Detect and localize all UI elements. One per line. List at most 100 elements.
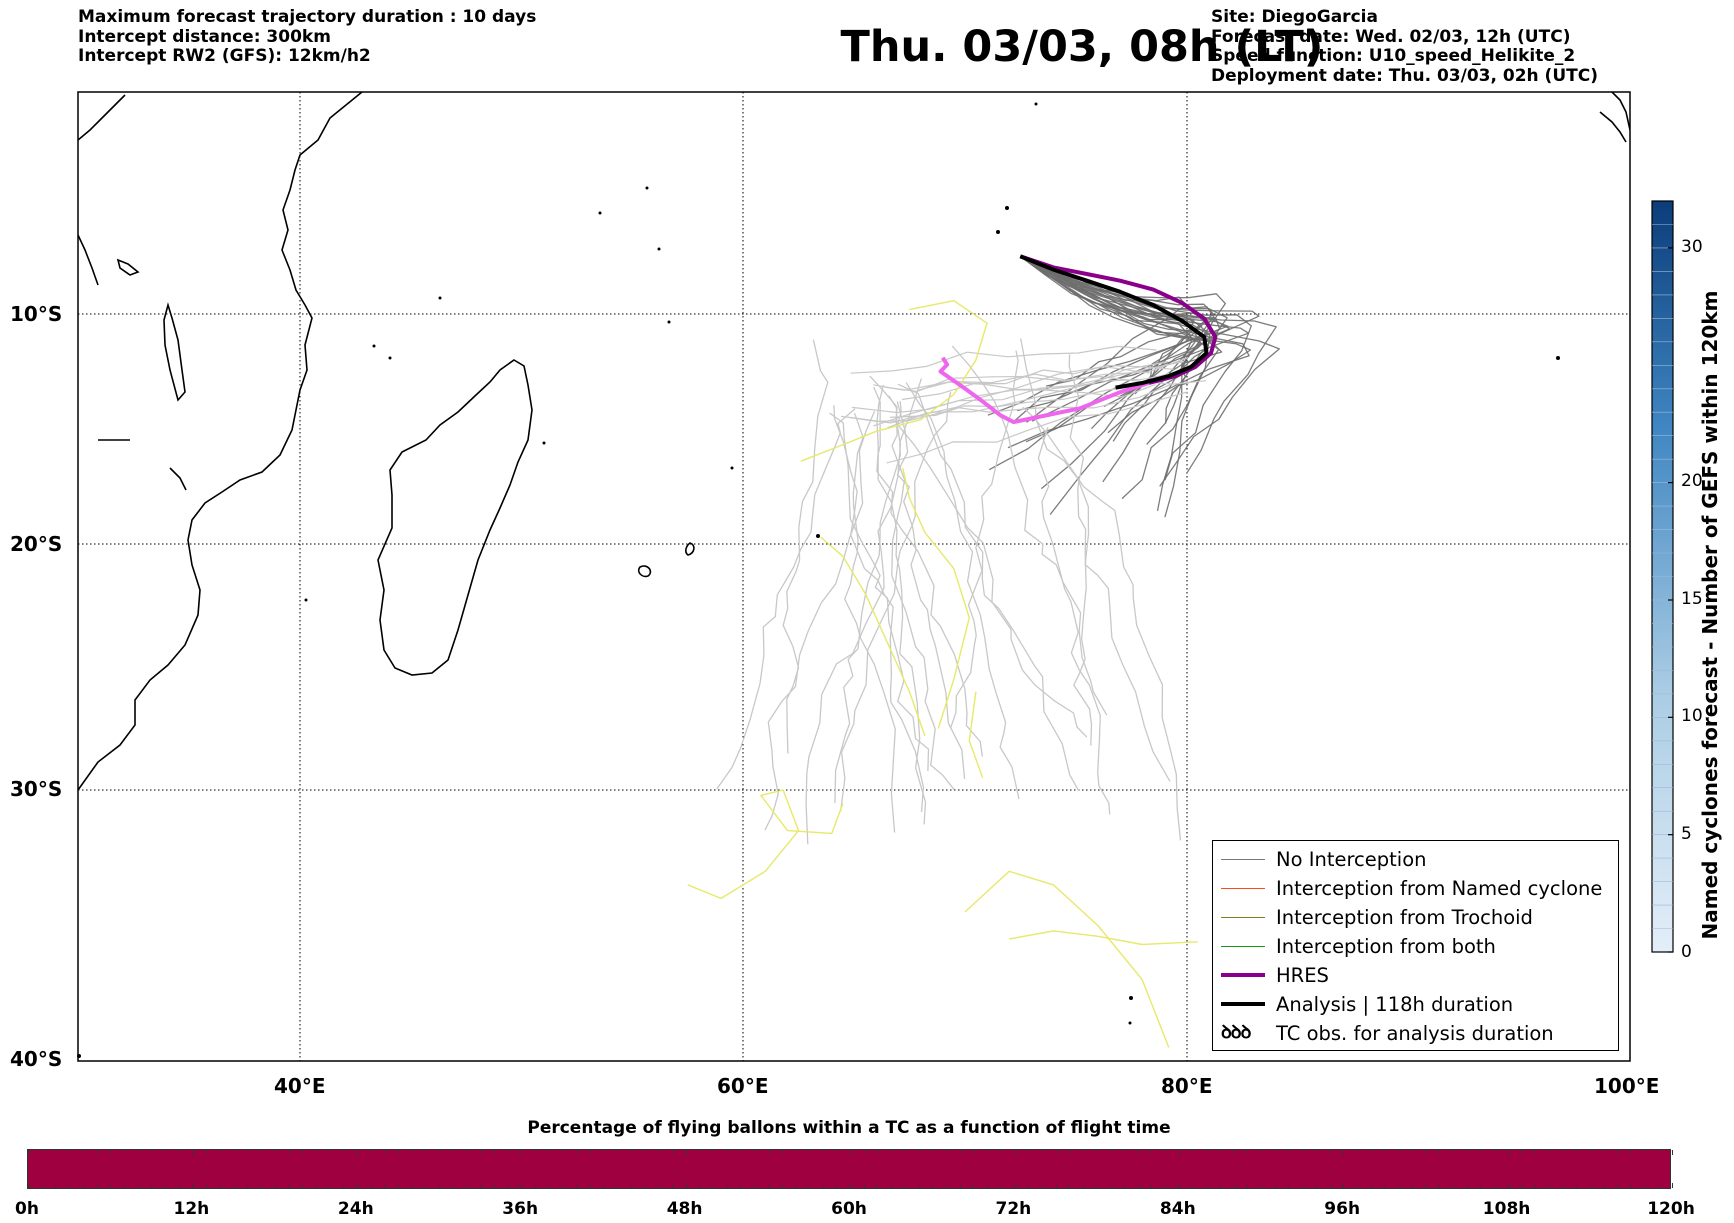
ensemble-track-light xyxy=(805,401,902,845)
bar-tick xyxy=(1233,1150,1235,1153)
header-line-forecast-date: Forecast date: Wed. 02/03, 12h (UTC) xyxy=(1211,26,1571,47)
legend-item-analysis: Analysis | 118h duration xyxy=(1213,990,1618,1019)
bar-tick xyxy=(192,1150,194,1155)
bar-tick xyxy=(808,1150,810,1153)
header-line-duration: Maximum forecast trajectory duration : 1… xyxy=(78,7,537,27)
bar-tick xyxy=(808,1185,810,1188)
bar-tick xyxy=(685,1183,687,1188)
ensemble-track-light xyxy=(829,412,930,772)
bar-tick xyxy=(1589,1185,1591,1188)
ensemble-track-light xyxy=(873,360,1184,427)
bar-tick xyxy=(987,1150,988,1153)
bar-tick xyxy=(699,1150,701,1153)
bar-tick xyxy=(1137,1150,1139,1153)
ensemble-track-dark xyxy=(1019,255,1193,512)
bar-tick xyxy=(96,1150,98,1153)
bar-tick xyxy=(1425,1185,1427,1188)
bar-tick xyxy=(1507,1150,1509,1155)
trochoid-track xyxy=(968,691,984,778)
ensemble-track-light xyxy=(850,345,1157,374)
ensemble-track-light xyxy=(951,345,1108,716)
bar-tick xyxy=(644,1185,646,1188)
bar-tick xyxy=(315,1185,317,1188)
bar-tick xyxy=(932,1150,934,1153)
colorbar-label: Named cyclones forecast - Number of GEFS… xyxy=(1698,290,1722,940)
bar-tick xyxy=(1548,1150,1550,1153)
colorbar-tick-15: 15 xyxy=(1681,589,1703,609)
bar-tick xyxy=(1617,1185,1619,1188)
bar-tick xyxy=(370,1185,372,1188)
trajectories xyxy=(687,254,1280,1048)
bar-tick xyxy=(562,1150,564,1153)
bar-tick xyxy=(795,1150,797,1153)
colorbar-tick-5: 5 xyxy=(1681,824,1692,844)
bar-tick xyxy=(973,1185,975,1188)
bar-tick xyxy=(1000,1185,1002,1188)
bar-tick xyxy=(877,1185,879,1188)
bar-tick xyxy=(247,1185,249,1188)
bar-tick xyxy=(439,1185,440,1188)
island-northeast xyxy=(1599,92,1630,143)
ensemble-track-light xyxy=(764,410,876,831)
bar-tick xyxy=(1247,1185,1249,1188)
bar-tick xyxy=(1439,1185,1441,1188)
bar-tick xyxy=(384,1185,386,1188)
bar-tick xyxy=(589,1150,591,1153)
bar-tick xyxy=(973,1150,975,1153)
bar-tick xyxy=(1096,1150,1098,1153)
ensemble-track-dark xyxy=(1019,255,1280,487)
bar-tick xyxy=(206,1185,208,1188)
ensemble-track-light xyxy=(873,386,984,757)
bar-tick xyxy=(1055,1185,1057,1188)
bar-tick xyxy=(904,1185,906,1188)
hour-label: 72h xyxy=(995,1199,1032,1219)
ensemble-track-light xyxy=(888,395,955,791)
bar-tick xyxy=(1466,1185,1468,1188)
bar-tick xyxy=(1000,1150,1002,1153)
bar-tick xyxy=(356,1150,358,1155)
percentage-bar-title: Percentage of flying ballons within a TC… xyxy=(527,1118,1171,1138)
bar-tick xyxy=(370,1150,372,1153)
header-line-distance: Intercept distance: 300km xyxy=(78,26,331,47)
ensemble-track-dark xyxy=(1019,255,1202,424)
lon-label-60e: 60°E xyxy=(717,1074,769,1098)
bar-tick xyxy=(1617,1150,1619,1153)
bar-tick xyxy=(1480,1185,1482,1188)
bar-tick xyxy=(1493,1185,1495,1188)
ensemble-track-light xyxy=(873,361,1169,391)
bar-tick xyxy=(1165,1185,1167,1188)
bar-tick xyxy=(123,1185,125,1188)
colorbar-tick-10: 10 xyxy=(1681,706,1703,726)
bar-tick xyxy=(96,1185,98,1188)
bar-tick xyxy=(726,1185,728,1188)
bar-tick xyxy=(1425,1150,1427,1153)
bar-tick xyxy=(343,1150,345,1153)
bar-tick xyxy=(1206,1185,1208,1188)
map-frame xyxy=(77,91,1631,1062)
bar-tick xyxy=(1206,1150,1208,1153)
africa-north-coast xyxy=(78,94,126,286)
ensemble-track-light xyxy=(839,391,952,812)
ensemble-track-light xyxy=(848,372,1175,424)
bar-tick xyxy=(343,1185,345,1188)
hour-label: 12h xyxy=(173,1199,210,1219)
bar-tick xyxy=(178,1150,180,1153)
ensemble-track-dark xyxy=(1020,255,1252,481)
bar-tick xyxy=(1439,1150,1441,1153)
bar-tick xyxy=(1165,1150,1167,1153)
bar-tick xyxy=(41,1185,43,1188)
bar-tick xyxy=(644,1150,646,1153)
legend-swatch xyxy=(1221,888,1265,889)
bar-tick xyxy=(1028,1185,1030,1188)
map-title: Thu. 03/03, 08h (LT) xyxy=(840,22,1324,72)
island-zanzibar xyxy=(116,258,140,276)
ensemble-track-light xyxy=(869,375,1088,738)
bar-tick xyxy=(1329,1185,1331,1188)
bar-tick xyxy=(151,1150,153,1153)
hres-track-late xyxy=(938,356,1150,425)
legend-swatch xyxy=(1221,1002,1265,1006)
header-right-info: Site: DiegoGarcia Forecast date: Wed. 02… xyxy=(1211,7,1598,86)
analysis-track xyxy=(1019,254,1209,390)
bar-tick xyxy=(1603,1185,1605,1188)
hour-label: 0h xyxy=(15,1199,39,1219)
